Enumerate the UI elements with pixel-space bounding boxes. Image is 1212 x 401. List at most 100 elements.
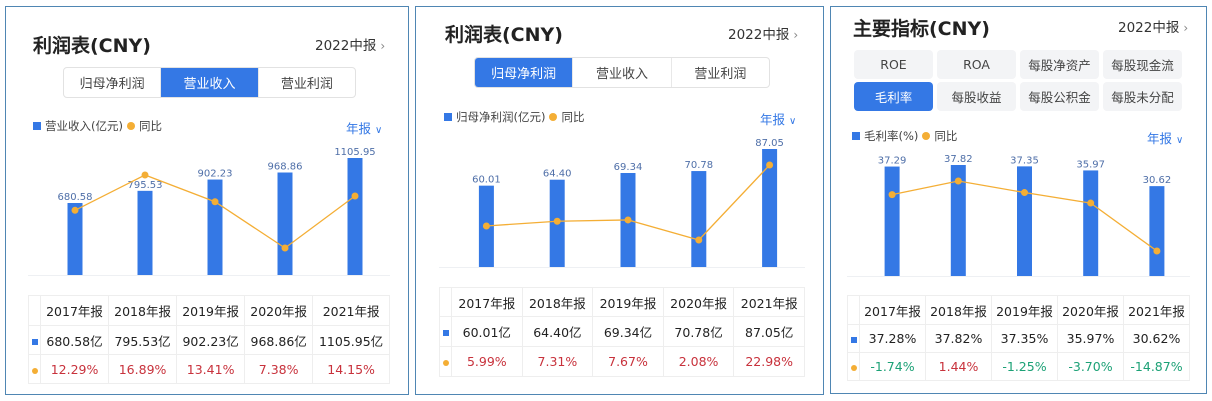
yoy-point	[211, 198, 219, 206]
marker-cell	[847, 295, 860, 325]
metric-roe-button[interactable]: ROE	[854, 50, 933, 79]
value-cell: 60.01亿	[451, 316, 523, 347]
period-selector[interactable]: 2022中报 ›	[728, 23, 798, 43]
value-cell: 680.58亿	[39, 325, 110, 355]
yoy-cell: 22.98%	[733, 346, 805, 377]
period-label: 2022中报	[315, 38, 377, 54]
tab-operating-profit[interactable]: 营业利润	[694, 67, 747, 82]
line-marker-cell	[439, 346, 452, 377]
year-header: 2020年报	[662, 287, 735, 317]
chevron-right-icon: ›	[380, 39, 386, 53]
yoy-cell: 7.67%	[592, 346, 664, 377]
metric-bvps-button[interactable]: 每股净资产	[1020, 50, 1099, 79]
yoy-point	[888, 191, 896, 199]
period-selector[interactable]: 2022中报 ›	[1118, 16, 1188, 36]
yoy-cell: 7.38%	[244, 354, 314, 384]
metric-capital-reserve-ps-button[interactable]: 每股公积金	[1020, 82, 1099, 111]
bar-value-label: 69.34	[614, 162, 643, 173]
bar-value-label: 37.29	[878, 156, 907, 167]
yoy-cell: 2.08%	[662, 346, 735, 377]
metric-undistributed-ps-button[interactable]: 每股未分配	[1103, 82, 1182, 111]
tab-revenue[interactable]: 营业收入	[573, 58, 672, 87]
bar-series-icon	[442, 330, 449, 336]
yoy-point	[553, 217, 561, 225]
yoy-point	[766, 161, 774, 169]
yoy-cell: 14.15%	[312, 354, 390, 384]
yoy-cell: 5.99%	[451, 346, 523, 377]
yoy-point	[954, 177, 962, 185]
line-legend-label: 同比	[138, 119, 162, 133]
bar	[1083, 170, 1099, 276]
line-legend-label: 同比	[934, 129, 958, 143]
metric-gross-margin-button[interactable]: 毛利率	[854, 82, 933, 111]
period-label: 2022中报	[1118, 20, 1180, 36]
yoy-cell: 16.89%	[108, 354, 178, 384]
line-series-icon	[850, 365, 857, 371]
bar-value-label: 795.53	[128, 180, 163, 191]
yoy-cell: -14.87%	[1123, 352, 1190, 381]
frequency-dropdown[interactable]: 年报 ∨	[760, 109, 796, 128]
line-series-icon	[442, 360, 449, 366]
frequency-dropdown[interactable]: 年报 ∨	[1147, 128, 1183, 147]
frequency-label: 年报	[1147, 131, 1173, 146]
panel-title: 利润表(CNY)	[33, 35, 151, 57]
frequency-label: 年报	[346, 121, 372, 136]
yoy-cell: -3.70%	[1057, 352, 1124, 381]
year-header: 2018年报	[108, 295, 178, 326]
value-cell: 1105.95亿	[312, 325, 390, 355]
chevron-down-icon: ∨	[1176, 135, 1184, 146]
bar	[762, 149, 778, 267]
line-legend-label: 同比	[561, 110, 585, 124]
data-table: 2017年报 2018年报 2019年报 2020年报 2021年报 680.5…	[28, 295, 390, 384]
bar-legend-icon	[33, 122, 41, 130]
yoy-cell: -1.74%	[859, 352, 926, 381]
bar-value-label: 70.78	[684, 160, 713, 171]
data-table: 2017年报 2018年报 2019年报 2020年报 2021年报 37.28…	[847, 295, 1190, 381]
bar	[67, 203, 83, 275]
yoy-cell: 12.29%	[39, 354, 110, 384]
yoy-point	[1021, 189, 1028, 197]
bar-value-label: 902.23	[198, 169, 233, 180]
chevron-down-icon: ∨	[375, 125, 383, 136]
tab-net-profit[interactable]: 归母净利润	[64, 68, 162, 97]
tab-operating-profit[interactable]: 营业利润	[280, 77, 333, 92]
chevron-right-icon: ›	[1183, 21, 1189, 35]
bar-legend-label: 营业收入(亿元)	[45, 119, 123, 133]
metric-cfps-button[interactable]: 每股现金流	[1103, 50, 1182, 79]
yoy-cell: -1.25%	[991, 352, 1058, 381]
chart-legend: 归母净利润(亿元) 同比	[444, 109, 584, 125]
chevron-down-icon: ∨	[789, 116, 797, 127]
yoy-point	[1087, 199, 1095, 207]
yoy-point	[1153, 247, 1161, 255]
metric-roa-button[interactable]: ROA	[937, 50, 1016, 79]
bar-value-label: 64.40	[543, 169, 572, 180]
yoy-point	[141, 171, 149, 179]
bar	[1149, 186, 1165, 276]
tab-revenue[interactable]: 营业收入	[161, 68, 259, 97]
tab-net-profit[interactable]: 归母净利润	[475, 58, 574, 87]
bar	[884, 166, 900, 276]
value-cell: 64.40亿	[521, 316, 594, 347]
year-header: 2017年报	[39, 295, 110, 326]
year-header: 2020年报	[244, 295, 314, 326]
year-header: 2019年报	[592, 287, 664, 317]
line-legend-icon	[126, 122, 135, 130]
bar-marker-cell	[847, 324, 860, 353]
panel-title: 利润表(CNY)	[445, 24, 563, 46]
bar-value-label: 37.82	[944, 154, 973, 165]
yoy-cell: 7.31%	[521, 346, 594, 377]
bar-series-icon	[31, 338, 38, 345]
metric-eps-button[interactable]: 每股收益	[937, 82, 1016, 111]
bar-value-label: 30.62	[1143, 175, 1172, 186]
period-selector[interactable]: 2022中报 ›	[315, 34, 385, 54]
year-header: 2021年报	[733, 287, 805, 317]
frequency-dropdown[interactable]: 年报 ∨	[346, 118, 382, 137]
bar-legend-icon	[852, 132, 860, 140]
line-legend-icon	[549, 113, 558, 121]
panel-title: 主要指标(CNY)	[853, 18, 990, 40]
bar-value-label: 37.35	[1010, 155, 1039, 166]
metric-tabs: 归母净利润 营业收入 营业利润	[63, 67, 356, 98]
